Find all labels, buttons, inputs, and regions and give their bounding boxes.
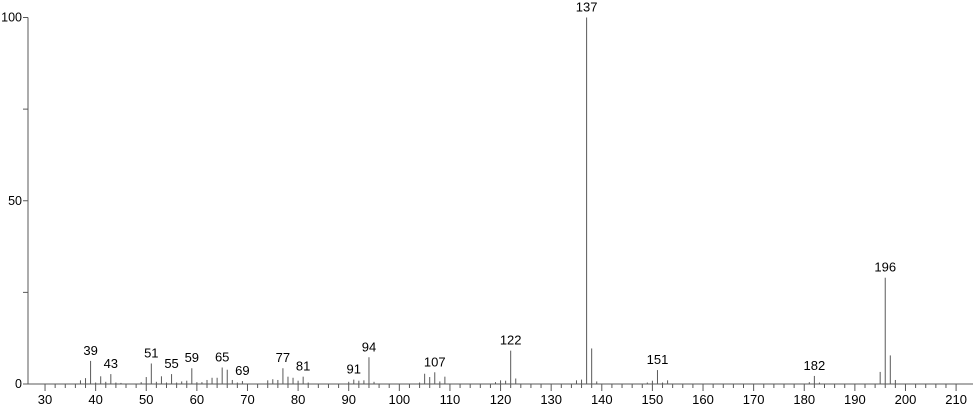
svg-text:81: 81 [296, 359, 310, 374]
svg-text:65: 65 [215, 350, 229, 365]
svg-text:55: 55 [164, 356, 178, 371]
svg-text:69: 69 [235, 363, 249, 378]
svg-text:151: 151 [647, 352, 669, 367]
svg-text:30: 30 [38, 392, 52, 406]
svg-text:137: 137 [576, 0, 598, 15]
svg-text:94: 94 [362, 339, 376, 354]
svg-text:107: 107 [424, 354, 446, 369]
svg-text:120: 120 [490, 392, 512, 406]
svg-text:77: 77 [276, 350, 290, 365]
svg-text:50: 50 [139, 392, 153, 406]
svg-text:0: 0 [15, 377, 22, 391]
svg-text:50: 50 [8, 194, 22, 208]
svg-text:91: 91 [347, 362, 361, 377]
svg-text:60: 60 [190, 392, 204, 406]
svg-text:196: 196 [874, 260, 896, 275]
svg-text:59: 59 [185, 350, 199, 365]
svg-text:80: 80 [291, 392, 305, 406]
svg-text:90: 90 [341, 392, 355, 406]
svg-text:130: 130 [540, 392, 562, 406]
svg-text:140: 140 [591, 392, 613, 406]
svg-text:180: 180 [793, 392, 815, 406]
svg-text:190: 190 [844, 392, 866, 406]
svg-text:210: 210 [945, 392, 967, 406]
svg-text:43: 43 [104, 356, 118, 371]
svg-text:39: 39 [83, 343, 97, 358]
svg-text:110: 110 [440, 392, 461, 406]
svg-text:51: 51 [144, 345, 158, 360]
svg-text:100: 100 [1, 11, 22, 25]
svg-text:40: 40 [88, 392, 102, 406]
svg-text:160: 160 [692, 392, 714, 406]
svg-text:70: 70 [240, 392, 254, 406]
svg-text:200: 200 [895, 392, 917, 406]
svg-text:182: 182 [804, 358, 826, 373]
svg-text:170: 170 [743, 392, 765, 406]
svg-text:150: 150 [642, 392, 664, 406]
svg-text:122: 122 [500, 333, 522, 348]
svg-text:100: 100 [388, 392, 410, 406]
